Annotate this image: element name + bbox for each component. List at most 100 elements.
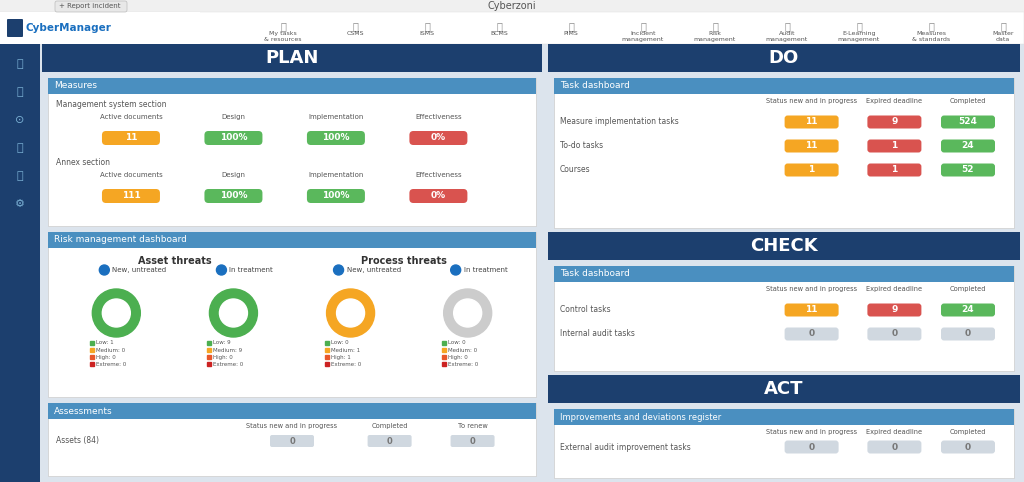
Text: Extreme: 0: Extreme: 0	[96, 362, 127, 366]
Text: 1: 1	[891, 165, 897, 174]
Text: 24: 24	[962, 306, 974, 314]
Text: 0: 0	[470, 437, 475, 445]
Circle shape	[99, 265, 110, 275]
Text: Management system section: Management system section	[56, 100, 167, 109]
Text: 0: 0	[965, 442, 971, 452]
Text: Completed: Completed	[372, 423, 408, 429]
FancyBboxPatch shape	[941, 116, 995, 129]
Text: 0: 0	[891, 330, 897, 338]
Text: ⬜: ⬜	[568, 21, 573, 31]
Text: Medium: 0: Medium: 0	[96, 348, 126, 352]
Bar	[42, 44, 542, 72]
Text: Improvements and deviations register: Improvements and deviations register	[560, 413, 721, 421]
Text: Internal audit tasks: Internal audit tasks	[560, 330, 635, 338]
FancyBboxPatch shape	[205, 131, 262, 145]
Text: Risk management dashboard: Risk management dashboard	[54, 236, 186, 244]
Text: In treatment: In treatment	[229, 267, 273, 273]
FancyBboxPatch shape	[307, 189, 365, 203]
Text: Risk: Risk	[709, 31, 722, 36]
Circle shape	[216, 265, 226, 275]
Text: Effectiveness: Effectiveness	[415, 114, 462, 120]
Text: 0: 0	[289, 437, 295, 445]
Bar	[554, 266, 1014, 282]
Text: Medium: 9: Medium: 9	[213, 348, 243, 352]
Text: Status new and in progress: Status new and in progress	[766, 98, 857, 104]
Text: 0: 0	[809, 330, 815, 338]
Text: Active documents: Active documents	[99, 114, 163, 120]
Bar	[42, 72, 542, 482]
Bar	[548, 375, 1020, 403]
Text: management: management	[766, 37, 808, 42]
Circle shape	[451, 265, 461, 275]
Text: + Report incident: + Report incident	[59, 3, 121, 9]
Text: 👤: 👤	[16, 143, 24, 153]
Text: Effectiveness: Effectiveness	[415, 172, 462, 178]
Text: ⬜: ⬜	[784, 21, 790, 31]
Bar	[48, 403, 536, 419]
Text: 11: 11	[125, 134, 137, 143]
FancyBboxPatch shape	[867, 139, 922, 152]
Text: Audit: Audit	[778, 31, 796, 36]
Text: ⬜: ⬜	[1000, 21, 1006, 31]
Text: ⬜: ⬜	[640, 21, 646, 31]
Text: Extreme: 0: Extreme: 0	[213, 362, 244, 366]
Text: ⊙: ⊙	[15, 115, 25, 125]
Text: 1: 1	[809, 165, 815, 174]
Text: High: 0: High: 0	[213, 354, 233, 360]
Bar	[48, 78, 536, 226]
Text: High: 1: High: 1	[331, 354, 350, 360]
FancyBboxPatch shape	[270, 435, 314, 447]
Bar	[554, 78, 1014, 94]
Bar	[48, 78, 536, 94]
Text: 9: 9	[891, 118, 898, 126]
Text: Design: Design	[221, 172, 246, 178]
Circle shape	[454, 299, 481, 327]
FancyBboxPatch shape	[410, 189, 467, 203]
Text: ⬜: ⬜	[712, 21, 718, 31]
FancyBboxPatch shape	[941, 304, 995, 317]
Text: ⬜: ⬜	[280, 21, 286, 31]
FancyBboxPatch shape	[307, 131, 365, 145]
Circle shape	[327, 289, 375, 337]
Text: Implementation: Implementation	[308, 114, 364, 120]
FancyBboxPatch shape	[784, 116, 839, 129]
Text: Medium: 0: Medium: 0	[447, 348, 477, 352]
Text: New, untreated: New, untreated	[346, 267, 400, 273]
Text: Assessments: Assessments	[54, 406, 113, 415]
Text: CHECK: CHECK	[751, 237, 818, 255]
Text: Status new and in progress: Status new and in progress	[766, 286, 857, 292]
Text: Low: 1: Low: 1	[96, 340, 114, 346]
Text: data: data	[996, 37, 1010, 42]
FancyBboxPatch shape	[941, 441, 995, 454]
Bar	[548, 44, 1020, 72]
Text: 0%: 0%	[431, 134, 446, 143]
Bar	[554, 409, 1014, 425]
Text: 11: 11	[805, 142, 818, 150]
Text: High: 0: High: 0	[447, 354, 467, 360]
Text: Process threats: Process threats	[361, 256, 447, 266]
Text: ⚙: ⚙	[15, 199, 25, 209]
Bar	[548, 260, 1020, 375]
FancyBboxPatch shape	[784, 441, 839, 454]
Circle shape	[92, 289, 140, 337]
Text: ACT: ACT	[764, 380, 804, 398]
Text: 3: 3	[102, 268, 106, 272]
Bar	[548, 72, 1020, 232]
Text: management: management	[622, 37, 665, 42]
Text: To-do tasks: To-do tasks	[560, 142, 603, 150]
Bar	[48, 232, 536, 397]
Text: 0: 0	[387, 437, 392, 445]
FancyBboxPatch shape	[867, 441, 922, 454]
Text: E-Learning: E-Learning	[843, 31, 876, 36]
Text: 24: 24	[962, 142, 974, 150]
Circle shape	[210, 289, 257, 337]
FancyBboxPatch shape	[55, 1, 127, 12]
FancyBboxPatch shape	[368, 435, 412, 447]
Text: PLAN: PLAN	[265, 49, 318, 67]
Text: 100%: 100%	[220, 191, 247, 201]
Bar	[554, 266, 1014, 371]
Text: Extreme: 0: Extreme: 0	[447, 362, 478, 366]
Text: Completed: Completed	[949, 286, 986, 292]
FancyBboxPatch shape	[205, 189, 262, 203]
FancyBboxPatch shape	[867, 116, 922, 129]
